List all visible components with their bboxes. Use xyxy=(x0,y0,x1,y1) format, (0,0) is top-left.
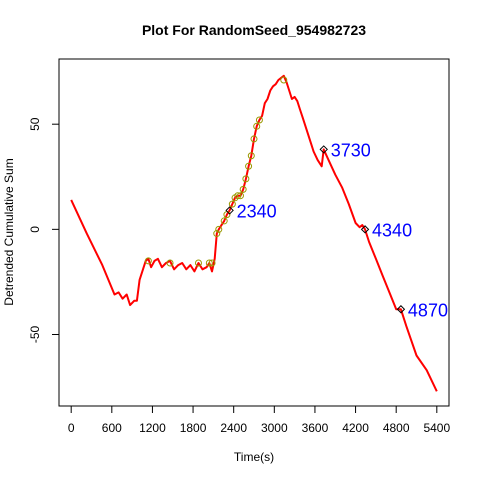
circle-marker xyxy=(234,192,242,200)
x-tick-label: 1800 xyxy=(180,421,207,435)
data-line xyxy=(70,74,438,392)
y-axis-label: Detrended Cumulative Sum xyxy=(2,158,16,305)
x-tick-label: 2400 xyxy=(220,421,247,435)
x-tick-label: 600 xyxy=(102,421,122,435)
circle-marker xyxy=(255,116,263,124)
circle-marker xyxy=(253,122,261,130)
circle-marker xyxy=(213,230,221,238)
circle-marker xyxy=(242,175,250,183)
x-tick-label: 5400 xyxy=(423,421,450,435)
circle-marker xyxy=(236,192,244,200)
circle-marker xyxy=(166,259,174,267)
circle-marker xyxy=(239,185,247,193)
y-tick-label: 50 xyxy=(28,117,42,131)
circle-marker xyxy=(144,257,152,265)
x-tick-label: 4200 xyxy=(342,421,369,435)
x-axis: 0 600 1200 1800 2400 3000 3600 4200 4800 5400 xyxy=(68,405,450,435)
diamond-marker xyxy=(360,225,370,234)
circle-marker xyxy=(250,135,258,143)
y-tick-label: -50 xyxy=(28,325,42,343)
x-tick-label: 0 xyxy=(68,421,75,435)
circle-marker xyxy=(247,152,255,160)
circle-marker xyxy=(245,162,253,170)
x-tick-label: 3000 xyxy=(261,421,288,435)
annotation-label: 2340 xyxy=(237,201,277,221)
chart-title: Plot For RandomSeed_954982723 xyxy=(142,22,366,38)
annotation-label: 4870 xyxy=(408,300,448,320)
diamond-marker xyxy=(225,206,234,215)
diamond-marker xyxy=(396,305,406,314)
annotation-label: 3730 xyxy=(331,140,371,160)
circle-marker xyxy=(208,259,216,267)
circle-marker xyxy=(228,200,236,208)
plot-content: 2340 3730 4340 4870 xyxy=(70,74,448,392)
circle-marker xyxy=(194,259,202,267)
annotation-label: 4340 xyxy=(372,220,412,240)
circle-marker xyxy=(205,259,213,267)
x-tick-label: 1200 xyxy=(139,421,166,435)
x-tick-label: 3600 xyxy=(302,421,329,435)
circle-marker xyxy=(280,76,288,84)
circle-marker xyxy=(220,217,228,225)
y-axis: -50 0 50 xyxy=(28,117,60,343)
circle-marker xyxy=(215,225,223,233)
y-tick-label: 0 xyxy=(28,226,42,233)
x-axis-label: Time(s) xyxy=(234,450,274,464)
x-tick-label: 4800 xyxy=(383,421,410,435)
diamond-marker xyxy=(319,145,328,154)
